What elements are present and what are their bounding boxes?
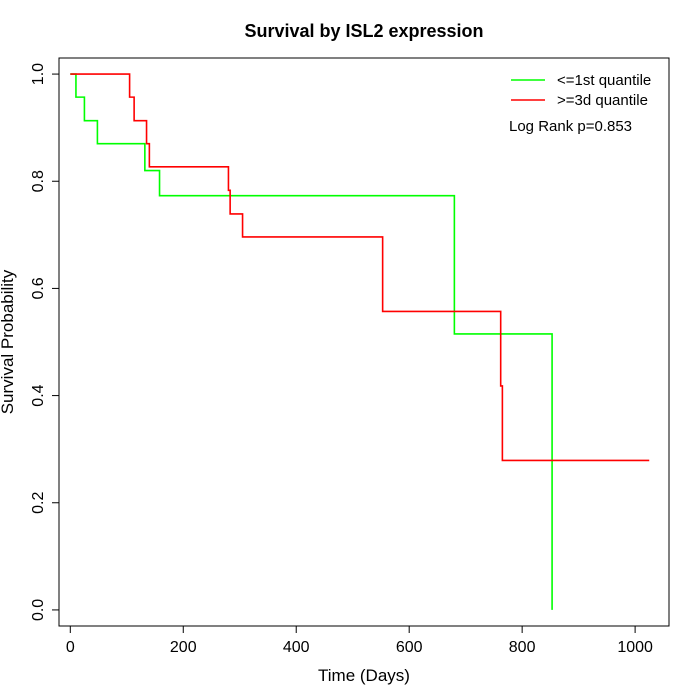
legend: <=1st quantile >=3d quantile <box>511 72 651 109</box>
x-tick-label: 200 <box>170 639 197 656</box>
x-tick-label: 800 <box>509 639 536 656</box>
x-tick-label: 0 <box>66 639 75 656</box>
legend-label: >=3d quantile <box>557 92 648 109</box>
x-tick-label: 600 <box>396 639 423 656</box>
y-tick-label: 0.8 <box>30 170 47 192</box>
x-axis-label: Time (Days) <box>318 666 410 685</box>
y-tick-label: 0.2 <box>30 492 47 514</box>
legend-label: <=1st quantile <box>557 72 651 89</box>
log-rank-annotation: Log Rank p=0.853 <box>509 118 632 135</box>
y-tick-label: 0.0 <box>30 599 47 621</box>
x-axis: 0 200 400 600 800 1000 <box>66 625 653 656</box>
series-line-2 <box>70 73 650 462</box>
survival-curves <box>70 73 650 610</box>
chart-title: Survival by ISL2 expression <box>244 21 483 41</box>
y-tick-label: 1.0 <box>30 63 47 85</box>
x-tick-label: 1000 <box>617 639 653 656</box>
y-axis: 0.0 0.2 0.4 0.6 0.8 1.0 <box>30 63 60 621</box>
y-axis-label: Survival Probability <box>0 269 17 414</box>
y-tick-label: 0.4 <box>30 384 47 406</box>
series-line-1 <box>70 73 553 610</box>
plot-frame <box>58 57 670 627</box>
y-tick-label: 0.6 <box>30 277 47 299</box>
x-tick-label: 400 <box>283 639 310 656</box>
